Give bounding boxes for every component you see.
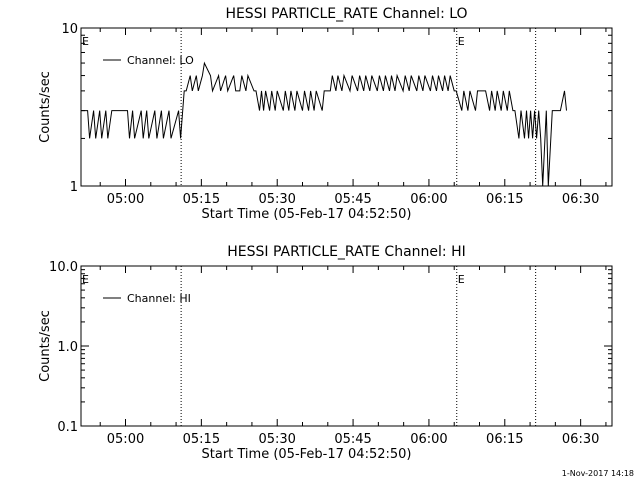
chart-panel-lo: HESSI PARTICLE_RATE Channel: LO 05:00 05:1…	[38, 6, 613, 222]
x-tick-label-lo: 05:30	[258, 192, 295, 207]
x-axis-label-lo: Start Time (05-Feb-17 04:52:50)	[202, 207, 412, 222]
timestamp-footer: 1-Nov-2017 14:18	[561, 469, 634, 478]
x-axis-label-hi: Start Time (05-Feb-17 04:52:50)	[202, 447, 412, 462]
x-tick-label-hi: 05:45	[334, 432, 371, 447]
y-tick-label-hi: 0.1	[57, 420, 78, 435]
chart-title-lo: HESSI PARTICLE_RATE Channel: LO	[225, 6, 467, 22]
x-tick-label-lo: 05:45	[334, 192, 371, 207]
plot-frame-lo	[80, 27, 613, 187]
y-tick-label-hi: 10.0	[49, 260, 78, 275]
x-tick-label-hi: 05:00	[107, 432, 144, 447]
series-line-lo	[81, 61, 567, 187]
event-marker-lo: E	[82, 35, 89, 48]
y-tick-label-lo: 10	[61, 22, 78, 37]
x-tick-label-lo: 06:00	[410, 192, 447, 207]
y-axis-label-hi: Counts/sec	[38, 310, 53, 382]
event-marker-hi: E	[82, 273, 89, 286]
x-tick-label-lo: 05:00	[107, 192, 144, 207]
legend-label-lo: Channel: LO	[127, 54, 194, 67]
chart-panel-hi: HESSI PARTICLE_RATE Channel: HI 05:00 05:1…	[38, 244, 613, 462]
x-tick-label-hi: 06:00	[410, 432, 447, 447]
y-axis-label-lo: Counts/sec	[38, 71, 53, 143]
plot-frame-hi	[80, 265, 613, 427]
y-tick-label-lo: 1	[70, 180, 78, 195]
y-tick-label-hi: 1.0	[57, 340, 78, 355]
chart-title-hi: HESSI PARTICLE_RATE Channel: HI	[227, 244, 465, 260]
x-tick-label-hi: 06:30	[562, 432, 599, 447]
x-tick-label-hi: 05:15	[183, 432, 220, 447]
x-tick-label-lo: 06:30	[562, 192, 599, 207]
x-tick-label-lo: 05:15	[183, 192, 220, 207]
x-tick-label-lo: 06:15	[486, 192, 523, 207]
event-marker-lo: E	[458, 35, 465, 48]
legend-label-hi: Channel: HI	[127, 292, 191, 305]
x-tick-label-hi: 06:15	[486, 432, 523, 447]
x-tick-label-hi: 05:30	[258, 432, 295, 447]
event-marker-hi: E	[458, 273, 465, 286]
